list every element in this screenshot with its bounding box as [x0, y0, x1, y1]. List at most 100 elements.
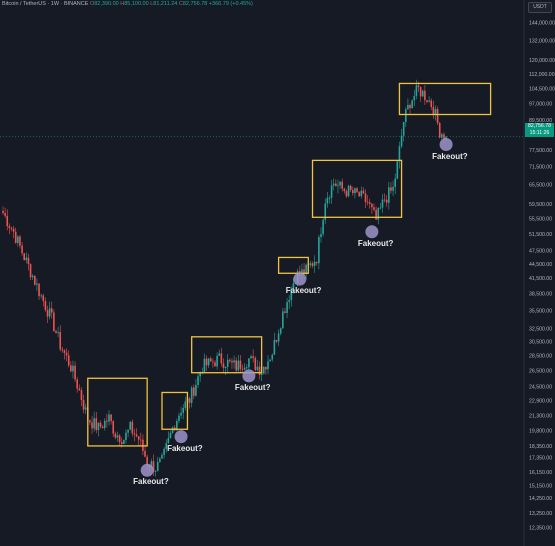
consolidation-box [161, 391, 189, 430]
candle-body [10, 227, 13, 229]
candle-body [434, 109, 437, 115]
candle-body [430, 100, 433, 108]
fakeout-marker [365, 225, 379, 239]
consolidation-box [87, 377, 148, 447]
candle-body [288, 300, 290, 303]
candle-body [396, 161, 399, 179]
candle-body [275, 339, 278, 342]
y-tick-label: 12,350.00 [529, 525, 552, 531]
candle-body [110, 414, 112, 422]
candle-body [42, 295, 45, 302]
candle-body [267, 361, 269, 370]
candle-body [131, 421, 134, 434]
y-tick-label: 104,500.00 [529, 86, 555, 92]
y-tick-label: 30,500.00 [529, 339, 552, 345]
candle-body [97, 422, 100, 431]
candle-body [44, 301, 47, 311]
candle-body [36, 283, 38, 285]
candle-body [328, 197, 331, 199]
y-tick-label: 144,000.00 [529, 20, 555, 26]
candle-body [209, 358, 212, 362]
candle-body [180, 412, 182, 416]
consolidation-box [398, 82, 492, 116]
candle-body [398, 146, 401, 162]
candle-body [385, 199, 388, 203]
candle-body [428, 100, 430, 102]
candle-body [63, 350, 66, 353]
candle-body [417, 85, 420, 88]
candle-body [377, 208, 380, 220]
candle-body [421, 90, 424, 97]
candle-body [176, 420, 178, 431]
y-tick-label: 44,500.00 [529, 262, 552, 268]
candle-body [311, 263, 314, 266]
candle-body [441, 134, 443, 138]
candle-body [313, 261, 316, 266]
candle-body [375, 209, 377, 220]
candle-body [379, 207, 382, 209]
candle-body [368, 202, 371, 204]
candle-body [123, 440, 125, 445]
candle-body [332, 183, 335, 186]
y-tick-label: 18,350.00 [529, 444, 552, 450]
candle-body [265, 366, 267, 370]
candle-body [271, 354, 274, 360]
candle-body [163, 448, 165, 456]
candle-body [443, 134, 445, 140]
candle-body [339, 181, 341, 186]
fakeout-label: Fakeout? [167, 443, 203, 453]
candle-body [108, 414, 110, 422]
symbol-header[interactable]: Bitcoin / TetherUS · 1W · BINANCE O82,39… [2, 1, 253, 7]
consolidation-box [311, 159, 403, 218]
candle-body [154, 471, 157, 472]
y-tick-label: 97,000.00 [529, 102, 552, 108]
candle-body [4, 213, 6, 216]
candle-body [436, 109, 439, 123]
candle-body [352, 190, 354, 194]
candle-body [235, 360, 237, 371]
candle-body [292, 283, 295, 289]
candle-body [161, 455, 163, 459]
candle-body [373, 207, 375, 210]
candle-body [432, 107, 435, 115]
candle-body [254, 357, 257, 370]
candle-body [229, 359, 231, 361]
currency-button[interactable]: USDT [528, 2, 552, 13]
candle-body [34, 275, 36, 285]
candle-body [80, 390, 83, 401]
high-label: H [120, 1, 125, 7]
y-tick-label: 120,000.00 [529, 58, 555, 64]
candle-body [127, 429, 129, 433]
candle-body [29, 264, 32, 278]
candle-body [390, 187, 392, 191]
candle-body [101, 426, 104, 429]
candle-body [305, 264, 307, 275]
candle-body [220, 353, 223, 364]
candle-body [50, 308, 53, 313]
candle-body [364, 193, 367, 202]
y-tick-label: 35,500.00 [529, 308, 552, 314]
candle-body [152, 461, 155, 472]
candle-body [407, 104, 409, 110]
candle-body [67, 355, 70, 366]
candle-body [140, 439, 142, 441]
y-tick-label: 71,500.00 [529, 164, 552, 170]
candle-body [341, 181, 343, 189]
candle-body [93, 418, 95, 429]
candle-body [137, 436, 140, 440]
candle-body [214, 362, 216, 367]
candle-body [415, 85, 418, 96]
candle-body [17, 236, 19, 243]
candle-body [207, 358, 210, 366]
candle-body [237, 360, 240, 371]
candle-body [112, 421, 115, 434]
candle-body [156, 461, 159, 472]
change-value: +366.79 (+0.45%) [208, 1, 253, 7]
candle-body [309, 263, 312, 265]
y-tick-label: 47,500.00 [529, 248, 552, 254]
y-tick-label: 55,500.00 [529, 216, 552, 222]
candle-body [411, 100, 413, 109]
candle-body [366, 201, 369, 203]
candle-body [231, 360, 233, 363]
